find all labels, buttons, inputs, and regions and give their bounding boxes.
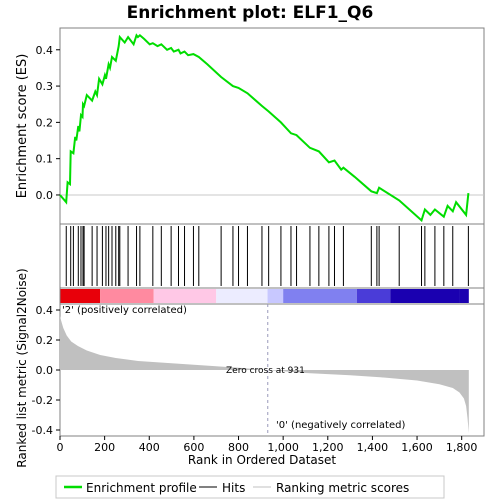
heat-bar-segment [153,289,217,303]
es-y-tick-label: 0.4 [36,44,54,57]
x-tick-label: 0 [57,441,64,454]
metric-y-axis-ticks: -0.4 -0.2 0.0 0.2 0.4 [32,304,60,437]
es-y-tick-label: 0.2 [36,116,54,129]
es-y-tick-label: 0.0 [36,189,54,202]
heat-bar-segment [459,289,469,303]
metric-y-tick-label: 0.2 [36,334,54,347]
es-y-tick-label: 0.1 [36,153,54,166]
heat-bar-segment [100,289,154,303]
heat-bar-segment [216,289,268,303]
heat-bar-segment [267,289,284,303]
heat-bar-segment [283,289,357,303]
hits-panel [59,223,485,289]
es-panel: 0.0 0.1 0.2 0.3 0.4 Enrichment score (ES) [15,27,485,225]
ranking-metric-area [60,316,469,433]
ranked-metric-panel: -0.4 -0.2 0.0 0.2 0.4 0 200 400 600 800 1,000 1,20… [15,268,485,468]
x-tick-label: 800 [228,441,249,454]
x-tick-label: 600 [183,441,204,454]
metric-y-tick-label: -0.4 [32,424,53,437]
metric-x-axis-ticks: 0 200 400 600 800 1,000 1,200 1,400 1,600 1,800 [57,436,478,454]
x-axis-label: Rank in Ordered Dataset [188,453,336,467]
hits-panel-frame [59,223,485,289]
es-panel-frame [59,27,485,225]
es-y-axis-label: Enrichment score (ES) [15,54,30,199]
x-tick-label: 200 [94,441,115,454]
metric-y-tick-label: 0.0 [36,364,54,377]
enrichment-profile-line [59,33,470,223]
legend-label-enrichment-profile: Enrichment profile [86,481,197,495]
x-tick-label: 1,000 [267,441,299,454]
hit-markers [65,226,469,286]
metric-y-tick-label: 0.4 [36,304,54,317]
heat-bar-segment [390,289,460,303]
x-tick-label: 1,400 [357,441,389,454]
x-tick-label: 1,600 [401,441,433,454]
x-tick-label: 1,800 [446,441,478,454]
legend-frame [55,475,445,499]
positive-correlation-label: '2' (positively correlated) [62,305,187,316]
x-tick-label: 400 [139,441,160,454]
legend: Enrichment profile Hits Ranking metric s… [55,475,445,499]
es-y-axis-ticks: 0.0 0.1 0.2 0.3 0.4 [36,44,60,202]
heat-bar-segment [60,289,101,303]
x-tick-label: 1,200 [312,441,344,454]
heat-bar-segment [356,289,391,303]
legend-label-ranking-metric: Ranking metric scores [276,481,409,495]
metric-y-axis-label: Ranked list metric (Signal2Noise) [15,268,29,467]
ranking-heat-bar [60,289,469,303]
zero-cross-label: Zero cross at 931 [226,366,305,376]
chart-title: Enrichment plot: ELF1_Q6 [127,3,374,23]
es-y-tick-label: 0.3 [36,80,54,93]
legend-label-hits: Hits [222,481,245,495]
metric-y-tick-label: -0.2 [32,394,53,407]
negative-correlation-label: '0' (negatively correlated) [276,420,405,431]
